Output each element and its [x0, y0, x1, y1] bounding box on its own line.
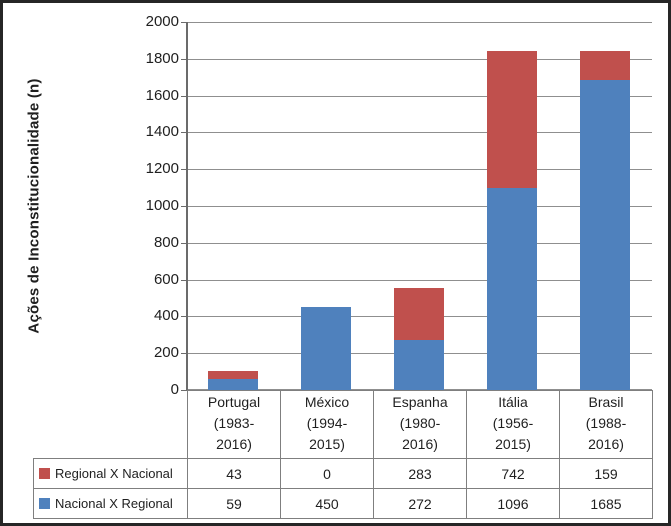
bar-segment-bottom [208, 379, 258, 390]
bar-segment-bottom [394, 340, 444, 390]
bar-segment-bottom [301, 307, 351, 390]
plot-area [187, 22, 652, 390]
category-label-line: 2016) [216, 436, 252, 452]
category-label-line: 2016) [402, 436, 438, 452]
y-axis-tick-mark [181, 353, 186, 355]
category-label-line: Portugal [207, 394, 261, 410]
category-label-line: (1980- [399, 415, 441, 431]
category-label-line: 2015) [309, 436, 345, 452]
category-label-line: 2015) [495, 436, 531, 452]
legend-item: Nacional X Regional [33, 488, 188, 519]
bar-segment-bottom [580, 80, 630, 390]
category-label-line: (1956- [492, 415, 534, 431]
category-label-line: Itália [498, 394, 528, 410]
y-axis-tick-mark [181, 390, 186, 391]
y-tick-label: 600 [153, 270, 179, 288]
category-label-line: 2016) [588, 436, 624, 452]
legend-label: Regional X Nacional [55, 466, 173, 481]
category-label-line: (1994- [306, 415, 348, 431]
y-tick-label: 1000 [145, 197, 179, 214]
y-axis-tick-mark [181, 169, 186, 171]
value-cell: 283 [373, 458, 467, 489]
category-cell: Portugal (1983- 2016) [187, 390, 281, 459]
gridline [187, 242, 652, 244]
bar-segment-top [487, 51, 537, 188]
category-cell: Brasil (1988- 2016) [559, 390, 653, 459]
category-cell: Espanha (1980- 2016) [373, 390, 467, 459]
bar-segment-top [580, 51, 630, 80]
gridline [187, 95, 652, 97]
legend-swatch [39, 498, 50, 509]
y-tick-label: 200 [153, 344, 179, 362]
gridline [187, 279, 652, 281]
category-label-line: (1988- [585, 415, 627, 431]
value-cell: 159 [559, 458, 653, 489]
bar-segment-bottom [487, 188, 537, 390]
y-axis-tick-mark [181, 95, 186, 97]
value-cell: 450 [280, 488, 374, 519]
value-cell: 742 [466, 458, 560, 489]
gridline [187, 22, 652, 23]
value-cell: 1096 [466, 488, 560, 519]
y-axis-tick-mark [181, 279, 186, 281]
y-axis-tick-mark [181, 206, 186, 207]
y-axis-tick-mark [181, 316, 186, 318]
gridline [187, 132, 652, 134]
y-tick-label: 2000 [145, 13, 179, 30]
value-cell: 1685 [559, 488, 653, 519]
y-tick-label: 1600 [145, 86, 179, 104]
category-label-line: Espanha [392, 394, 448, 410]
category-label-line: México [304, 394, 350, 410]
y-axis-tick-mark [181, 242, 186, 244]
bar-segment-top [394, 288, 444, 340]
value-cell: 272 [373, 488, 467, 519]
bar-segment-top [208, 371, 258, 379]
y-axis-tick-mark [181, 58, 186, 60]
gridline [187, 206, 652, 207]
y-tick-label: 1200 [145, 160, 179, 178]
y-tick-label: 400 [153, 307, 179, 325]
legend-item: Regional X Nacional [33, 458, 188, 489]
gridline [187, 58, 652, 60]
y-tick-label: 1400 [145, 123, 179, 141]
category-cell: México (1994- 2015) [280, 390, 374, 459]
y-axis-line [186, 22, 188, 391]
value-cell: 0 [280, 458, 374, 489]
category-label-line: Brasil [588, 394, 624, 410]
value-cell: 59 [187, 488, 281, 519]
category-cell: Itália (1956- 2015) [466, 390, 560, 459]
legend-swatch [39, 468, 50, 479]
y-tick-label: 1800 [145, 49, 179, 67]
legend-label: Nacional X Regional [55, 496, 173, 511]
value-cell: 43 [187, 458, 281, 489]
y-tick-label: 0 [170, 381, 179, 398]
y-tick-label: 800 [153, 233, 179, 251]
y-axis-tick-mark [181, 22, 186, 23]
gridline [187, 169, 652, 171]
y-axis-tick-mark [181, 132, 186, 134]
category-label-line: (1983- [213, 415, 255, 431]
y-axis-title: Ações de Inconstitucionalidade (n) [25, 78, 43, 334]
